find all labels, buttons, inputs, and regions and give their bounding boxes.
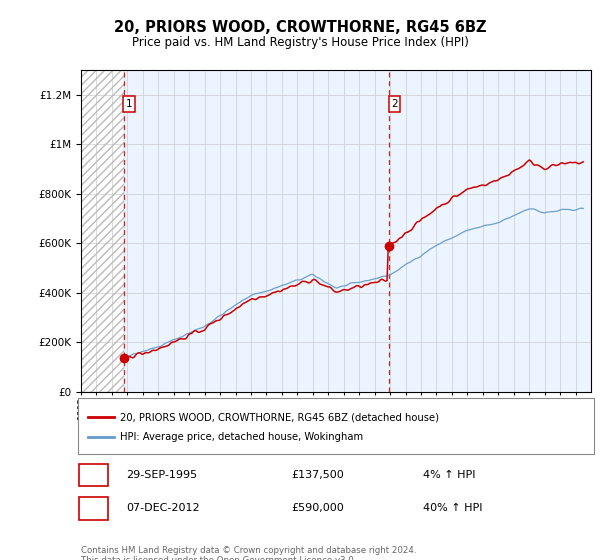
Text: 1: 1 (126, 99, 133, 109)
Text: Price paid vs. HM Land Registry's House Price Index (HPI): Price paid vs. HM Land Registry's House … (131, 36, 469, 49)
Text: 20, PRIORS WOOD, CROWTHORNE, RG45 6BZ (detached house): 20, PRIORS WOOD, CROWTHORNE, RG45 6BZ (d… (120, 412, 439, 422)
Text: 4% ↑ HPI: 4% ↑ HPI (423, 470, 476, 480)
Text: 29-SEP-1995: 29-SEP-1995 (126, 470, 197, 480)
Text: 20, PRIORS WOOD, CROWTHORNE, RG45 6BZ: 20, PRIORS WOOD, CROWTHORNE, RG45 6BZ (114, 20, 486, 35)
Text: 2: 2 (391, 99, 398, 109)
Bar (124, 70, 591, 392)
Text: HPI: Average price, detached house, Wokingham: HPI: Average price, detached house, Woki… (120, 432, 363, 442)
Text: Contains HM Land Registry data © Crown copyright and database right 2024.
This d: Contains HM Land Registry data © Crown c… (81, 546, 416, 560)
Text: £590,000: £590,000 (291, 503, 344, 514)
Text: 1: 1 (90, 470, 97, 480)
Text: 07-DEC-2012: 07-DEC-2012 (126, 503, 200, 514)
Bar (81, 70, 124, 392)
Text: 40% ↑ HPI: 40% ↑ HPI (423, 503, 482, 514)
Text: 2: 2 (90, 503, 97, 514)
Text: £137,500: £137,500 (291, 470, 344, 480)
Bar (81, 70, 124, 392)
